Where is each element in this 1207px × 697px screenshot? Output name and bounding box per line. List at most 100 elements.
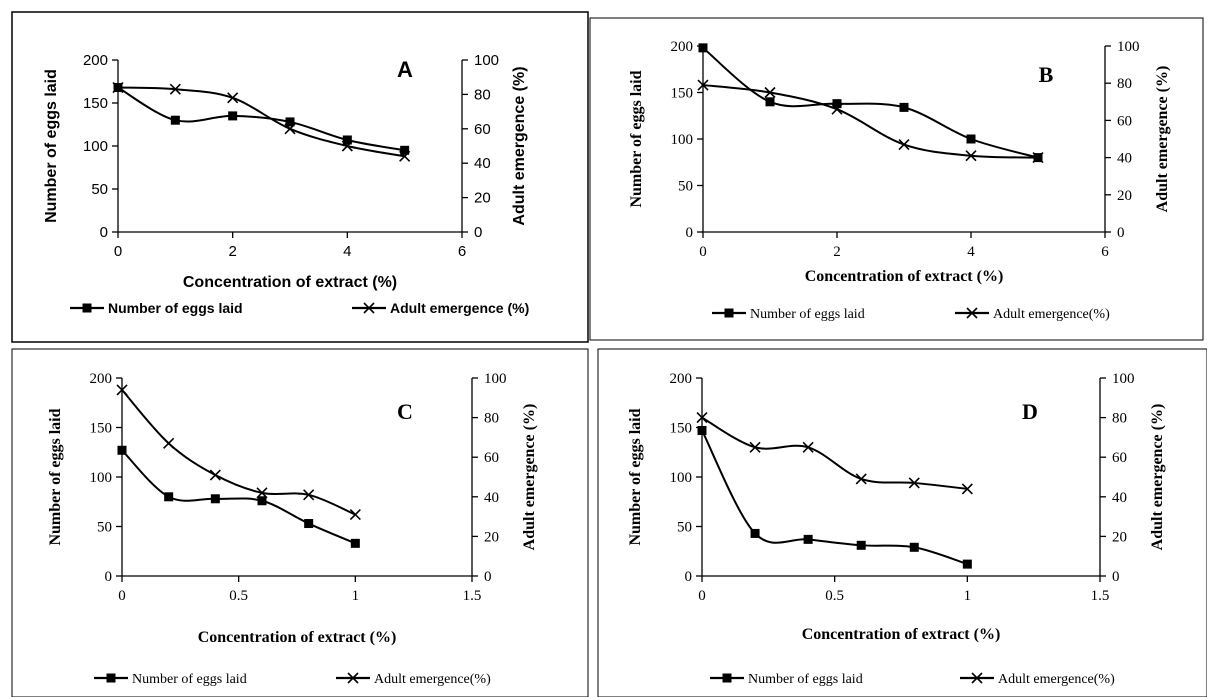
data-point-eggs (228, 111, 238, 121)
legend-x-marker (966, 307, 978, 319)
x-tick-label: 4 (967, 244, 975, 260)
x-tick-label: 1 (352, 588, 360, 604)
data-point-eggs (698, 43, 708, 53)
x-tick-label: 1 (964, 588, 972, 604)
data-point-eggs (856, 540, 866, 550)
left-y-tick-label: 0 (100, 224, 108, 241)
chart-panel-d: 0 50 100 150 200 0 20 40 60 80 100 0 0.5 1 1.5 Number o… (597, 348, 1207, 697)
right-y-tick-label: 0 (1112, 569, 1120, 585)
panel-letter: D (1022, 399, 1038, 424)
left-y-tick-label: 0 (685, 569, 693, 585)
y2-axis-title: Adult emergence (%) (1154, 66, 1171, 213)
data-point-emergence (227, 92, 239, 104)
legend: Number of eggs laid Adult emergence(%) (710, 672, 1115, 687)
right-y-tick-label: 40 (484, 490, 499, 506)
x-tick-label: 0 (118, 588, 126, 604)
legend-label: Number of eggs laid (132, 672, 247, 687)
left-y-tick-label: 50 (678, 179, 693, 195)
data-point-eggs (750, 528, 760, 538)
left-y-tick-label: 0 (686, 225, 694, 241)
x-axis-title: Concentration of extract (%) (198, 629, 397, 646)
legend-x-marker (971, 672, 983, 684)
data-point-emergence (908, 477, 920, 489)
right-y-tick-label: 0 (1117, 225, 1125, 241)
series-line-eggs (702, 47, 1039, 159)
data-point-emergence (965, 150, 977, 162)
data-point-eggs (909, 542, 919, 552)
x-tick-label: 6 (1101, 244, 1109, 260)
data-point-emergence (341, 140, 353, 152)
data-point-eggs (170, 115, 180, 125)
data-point-emergence (696, 412, 708, 424)
legend-label: Adult emergence (%) (390, 300, 529, 316)
y-axis-title: Number of eggs laid (47, 408, 64, 545)
panel-letter: A (397, 57, 413, 82)
left-y-tick-label: 100 (671, 132, 694, 148)
legend-label: Adult emergence(%) (993, 307, 1110, 322)
series-line-eggs (701, 430, 968, 566)
panel-frame (589, 17, 1204, 341)
left-y-tick-label: 200 (90, 371, 113, 387)
right-y-tick-label: 60 (484, 450, 499, 466)
legend-square-marker (106, 673, 116, 683)
right-y-tick-label: 20 (474, 190, 491, 207)
left-y-tick-label: 200 (670, 371, 693, 387)
data-point-emergence (855, 473, 867, 485)
x-tick-label: 0 (699, 244, 707, 260)
right-y-tick-label: 20 (484, 529, 499, 545)
data-point-emergence (749, 441, 761, 453)
chart-panel-c: 0 50 100 150 200 0 20 40 60 80 100 0 0.5 1 1.5 Number o… (11, 348, 589, 697)
right-y-tick-label: 60 (1112, 450, 1127, 466)
right-y-tick-label: 40 (474, 155, 491, 172)
data-point-eggs (962, 559, 972, 569)
series-line-emergence (117, 86, 405, 158)
data-point-emergence (169, 83, 181, 95)
y2-axis-title: Adult emergence (%) (1149, 404, 1166, 551)
y2-axis-title: Adult emergence (%) (521, 404, 538, 551)
chart-panel-a: 0 50 100 150 200 0 20 40 60 80 100 0 2 4 6 Number of eg… (11, 11, 589, 343)
left-y-tick-label: 150 (670, 421, 693, 437)
data-point-emergence (898, 139, 910, 151)
legend-x-marker (347, 672, 359, 684)
left-y-tick-label: 100 (83, 138, 108, 155)
data-point-eggs (285, 117, 295, 127)
right-y-tick-label: 20 (1112, 529, 1127, 545)
left-y-tick-label: 100 (670, 470, 693, 486)
legend-label: Number of eggs laid (750, 307, 865, 322)
x-tick-label: 0.5 (229, 588, 248, 604)
panel-frame (11, 11, 589, 343)
data-point-emergence (349, 509, 361, 521)
right-y-tick-label: 40 (1112, 490, 1127, 506)
data-point-eggs (164, 492, 174, 502)
data-point-eggs (210, 494, 220, 504)
left-y-tick-label: 100 (90, 470, 113, 486)
legend-label: Adult emergence(%) (374, 672, 491, 687)
right-y-tick-label: 80 (1112, 411, 1127, 427)
right-y-tick-label: 0 (474, 224, 482, 241)
data-point-emergence (163, 437, 175, 449)
panel-letter: B (1039, 62, 1054, 87)
y-axis-title: Number of eggs laid (628, 70, 645, 207)
data-point-emergence (764, 86, 776, 99)
right-y-tick-label: 100 (1112, 371, 1135, 387)
right-y-tick-label: 20 (1117, 188, 1132, 204)
right-y-tick-label: 40 (1117, 151, 1132, 167)
x-tick-label: 6 (458, 243, 466, 260)
panel-frame (11, 348, 589, 697)
data-point-emergence (303, 489, 315, 501)
x-tick-label: 0 (698, 588, 706, 604)
legend: Number of eggs laid Adult emergence(%) (712, 307, 1110, 322)
data-point-emergence (697, 79, 709, 91)
right-y-tick-label: 100 (474, 52, 499, 69)
y2-axis-title: Adult emergence (%) (511, 66, 528, 225)
data-point-emergence (831, 103, 843, 115)
x-tick-label: 4 (343, 243, 351, 260)
y-axis-title: Number of eggs laid (43, 69, 60, 223)
legend-square-marker (722, 673, 732, 683)
right-y-tick-label: 100 (484, 371, 507, 387)
data-point-emergence (399, 150, 411, 162)
series-line-eggs (117, 86, 405, 152)
legend: Number of eggs laid Adult emergence(%) (94, 672, 491, 687)
x-tick-label: 0.5 (825, 588, 844, 604)
